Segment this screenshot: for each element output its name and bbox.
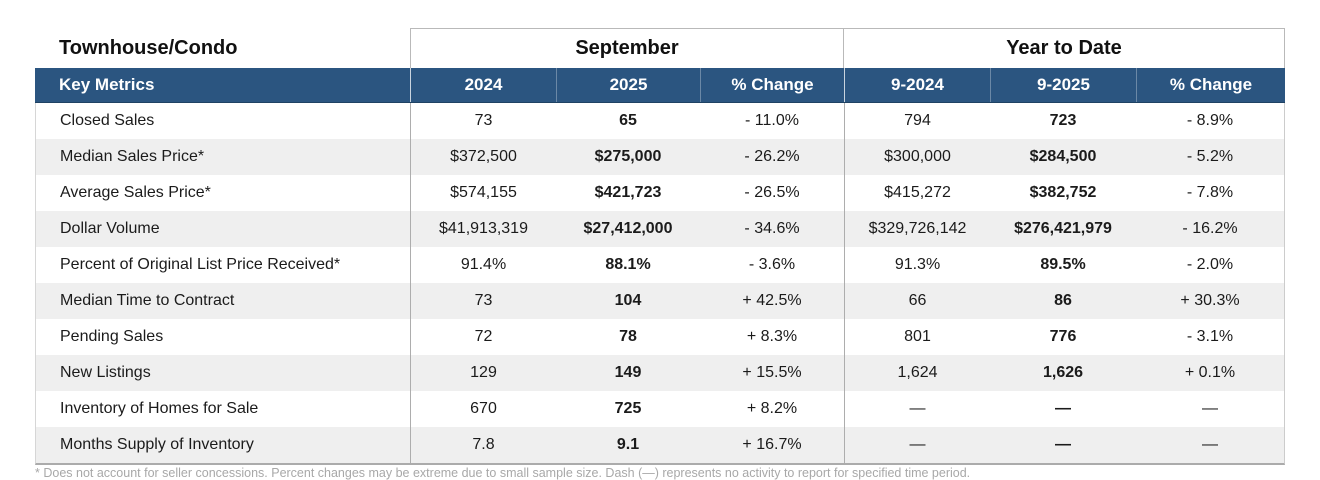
cell-sep-2024: 72 [410,319,556,355]
cell-sep-2024: 7.8 [410,427,556,463]
cell-ytd-2024: 801 [844,319,990,355]
cell-ytd-change: - 2.0% [1186,256,1234,273]
cell-sep-change: + 15.5% [742,364,802,381]
table-row: Pending Sales 72 78 + 8.3% 801 776 - 3.1… [36,319,1284,355]
cell-metric-label: Pending Sales [60,328,164,345]
cell-sep-2024: $41,913,319 [410,211,556,247]
cell-ytd-change: — [1202,436,1218,453]
cell-ytd-2025: $382,752 [1029,184,1097,201]
cell-metric-label: Closed Sales [60,112,155,129]
table-row: New Listings 129 149 + 15.5% 1,624 1,626… [36,355,1284,391]
column-header-ytd-change: % Change [1136,68,1285,102]
cell-ytd-change: + 0.1% [1184,364,1236,381]
cell-sep-2024: $574,155 [410,175,556,211]
column-header-ytd-2025: 9-2025 [990,68,1136,102]
table-column-header-row: Key Metrics 2024 2025 % Change 9-2024 9-… [35,68,1285,103]
cell-sep-2025: 104 [614,292,642,309]
table-group-header-row: Townhouse/Condo September Year to Date [35,28,1285,68]
cell-sep-2024: 129 [410,355,556,391]
cell-ytd-2024: 91.3% [844,247,990,283]
cell-metric-label: New Listings [60,364,151,381]
column-header-sep-change: % Change [700,68,844,102]
cell-sep-change: + 8.2% [746,400,798,417]
cell-metric-label: Median Sales Price* [60,148,205,165]
table-row: Average Sales Price* $574,155 $421,723 -… [36,175,1284,211]
cell-ytd-2024: 66 [844,283,990,319]
cell-ytd-change: — [1202,400,1218,417]
footnote: * Does not account for seller concession… [35,466,971,480]
cell-ytd-2024: $415,272 [844,175,990,211]
cell-ytd-2025: 1,626 [1042,364,1084,381]
cell-ytd-2025: — [1055,436,1071,453]
cell-ytd-change: - 7.8% [1186,184,1234,201]
cell-ytd-change: - 3.1% [1186,328,1234,345]
table-row: Closed Sales 73 65 - 11.0% 794 723 - 8.9… [36,103,1284,139]
table-row: Median Time to Contract 73 104 + 42.5% 6… [36,283,1284,319]
cell-sep-2025: $421,723 [594,184,662,201]
cell-ytd-2024: 794 [844,103,990,139]
column-group-september: September [410,28,844,68]
cell-sep-2025: 78 [619,328,637,345]
cell-sep-2025: 9.1 [616,436,640,453]
cell-sep-2024: 73 [410,103,556,139]
cell-ytd-2025: 89.5% [1040,256,1086,273]
cell-ytd-2024: $300,000 [844,139,990,175]
cell-ytd-2024: — [844,427,990,463]
cell-ytd-2024: $329,726,142 [844,211,990,247]
cell-sep-change: - 3.6% [748,256,796,273]
cell-sep-2025: 149 [614,364,642,381]
cell-sep-2025: 65 [619,112,637,129]
cell-sep-2024: 91.4% [410,247,556,283]
cell-metric-label: Inventory of Homes for Sale [60,400,259,417]
table-row: Median Sales Price* $372,500 $275,000 - … [36,139,1284,175]
cell-sep-2024: 670 [410,391,556,427]
cell-ytd-2025: $276,421,979 [1014,220,1112,237]
cell-sep-change: + 42.5% [742,292,802,309]
column-header-ytd-2024: 9-2024 [844,68,990,102]
cell-ytd-2025: 86 [1054,292,1072,309]
cell-sep-change: + 16.7% [742,436,802,453]
cell-sep-2025: $27,412,000 [583,220,673,237]
cell-ytd-2025: 723 [1049,112,1077,129]
cell-sep-2024: 73 [410,283,556,319]
cell-sep-change: - 26.5% [744,184,800,201]
cell-sep-change: - 26.2% [744,148,800,165]
cell-ytd-2024: 1,624 [844,355,990,391]
cell-metric-label: Average Sales Price* [60,184,211,201]
table-row: Inventory of Homes for Sale 670 725 + 8.… [36,391,1284,427]
column-header-key-metrics: Key Metrics [59,75,155,94]
cell-ytd-change: - 16.2% [1182,220,1238,237]
cell-ytd-change: - 5.2% [1186,148,1234,165]
column-header-sep-2024: 2024 [410,68,556,102]
cell-metric-label: Median Time to Contract [60,292,235,309]
cell-ytd-2024: — [844,391,990,427]
cell-ytd-change: + 30.3% [1180,292,1240,309]
table-body: Closed Sales 73 65 - 11.0% 794 723 - 8.9… [35,103,1285,465]
table-row: Dollar Volume $41,913,319 $27,412,000 - … [36,211,1284,247]
cell-ytd-change: - 8.9% [1186,112,1234,129]
cell-sep-2025: $275,000 [594,148,662,165]
key-metrics-table: Townhouse/Condo September Year to Date K… [35,28,1285,465]
cell-ytd-2025: $284,500 [1029,148,1097,165]
cell-sep-2025: 88.1% [605,256,651,273]
table-row: Months Supply of Inventory 7.8 9.1 + 16.… [36,427,1284,463]
cell-sep-change: + 8.3% [746,328,798,345]
cell-metric-label: Dollar Volume [60,220,160,237]
cell-sep-change: - 34.6% [744,220,800,237]
cell-sep-change: - 11.0% [745,112,799,129]
cell-ytd-2025: — [1055,400,1071,417]
cell-metric-label: Percent of Original List Price Received* [60,256,341,273]
cell-ytd-2025: 776 [1049,328,1077,345]
cell-sep-2025: 725 [614,400,642,417]
cell-metric-label: Months Supply of Inventory [60,436,254,453]
table-row: Percent of Original List Price Received*… [36,247,1284,283]
column-group-year-to-date: Year to Date [844,28,1285,68]
column-header-sep-2025: 2025 [556,68,700,102]
cell-sep-2024: $372,500 [410,139,556,175]
report-title: Townhouse/Condo [59,36,238,59]
